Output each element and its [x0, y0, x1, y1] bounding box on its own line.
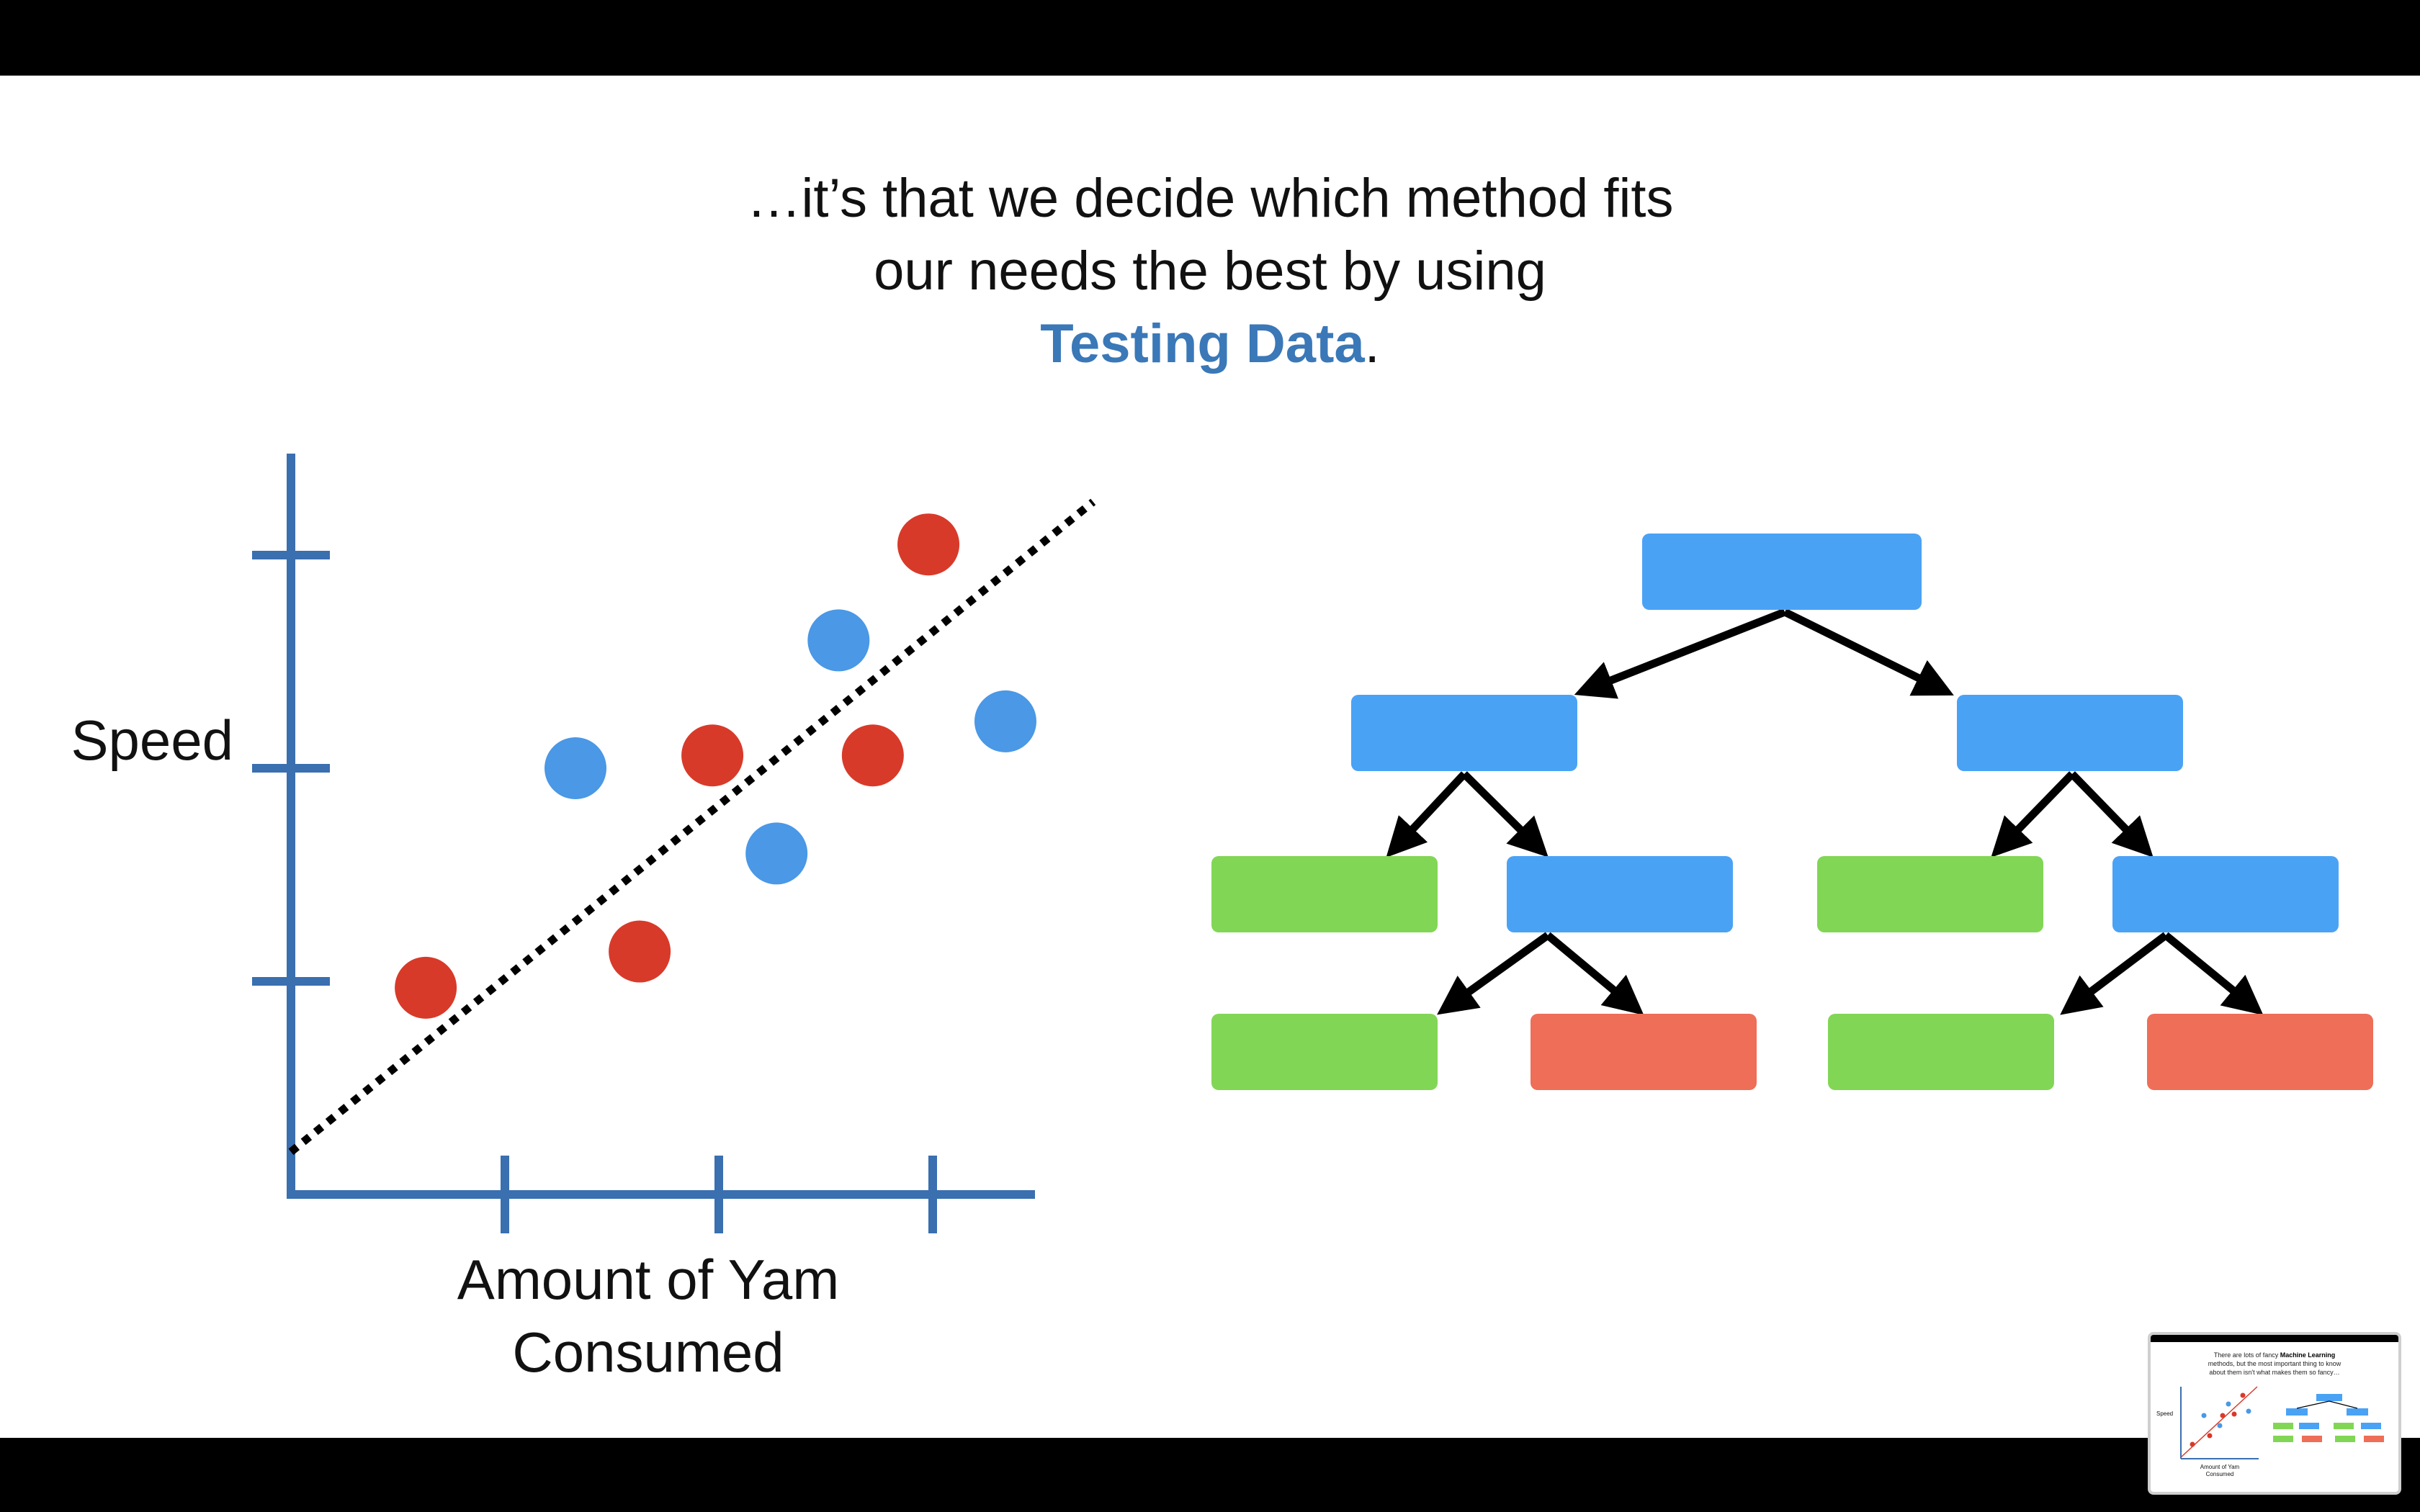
- tree-node-l3-b: [1531, 1014, 1757, 1090]
- slide-thumbnail-preview[interactable]: There are lots of fancy Machine Learning…: [2148, 1332, 2401, 1495]
- blue-data-point: [807, 609, 870, 672]
- scatter-plot: Speed Amount of Yam Consumed: [71, 454, 1096, 1384]
- x-axis-label-line-2: Consumed: [512, 1320, 784, 1384]
- tree-arrow: [1461, 771, 1549, 858]
- tree-node-l1-left: [1351, 695, 1577, 771]
- red-data-point: [841, 724, 904, 787]
- tree-node-l2-c: [1817, 856, 2043, 932]
- thumbnail-caption: There are lots of fancy Machine Learning…: [2151, 1351, 2398, 1377]
- tree-arrow: [2060, 932, 2169, 1015]
- tree-node-l3-a: [1211, 1014, 1438, 1090]
- thumbnail-figure: Speed Amount of Yam Consumed: [2156, 1386, 2384, 1477]
- caption-period: .: [1364, 313, 1380, 374]
- red-data-point: [897, 513, 960, 576]
- red-data-point: [681, 724, 744, 787]
- video-top-letterbox: [0, 0, 2420, 76]
- tree-node-l3-d: [2147, 1014, 2373, 1090]
- caption-line-1: …it’s that we decide which method fits: [746, 168, 1674, 229]
- svg-text:Speed: Speed: [2156, 1410, 2173, 1417]
- thumbnail-caption-line-1: There are lots of fancy: [2213, 1351, 2279, 1359]
- blue-data-point: [974, 690, 1036, 752]
- tree-arrow: [1783, 608, 1954, 696]
- decision-tree: [1211, 534, 2373, 1090]
- tree-arrow: [2163, 932, 2264, 1015]
- tree-arrow: [1574, 608, 1787, 699]
- figure-canvas: Speed Amount of Yam Consumed: [71, 454, 2373, 1384]
- caption-highlight: Testing Data: [1040, 313, 1365, 374]
- caption-line-2: our needs the best by using: [874, 240, 1546, 302]
- red-data-point: [609, 920, 671, 983]
- blue-data-point: [745, 822, 808, 885]
- fit-line: [288, 498, 1096, 1156]
- tree-arrow: [1437, 932, 1551, 1015]
- slide-caption: …it’s that we decide which method fits o…: [0, 162, 2420, 380]
- tree-arrow: [1386, 771, 1468, 858]
- svg-text:Consumed: Consumed: [2206, 1471, 2234, 1477]
- blue-data-point: [544, 737, 607, 799]
- tree-node-l2-b: [1507, 856, 1733, 932]
- x-axis-label-line-1: Amount of Yam: [457, 1248, 839, 1311]
- tree-node-l1-right: [1957, 695, 2183, 771]
- y-axis-label: Speed: [71, 708, 233, 772]
- tree-node-root: [1642, 534, 1922, 610]
- tree-node-l3-c: [1828, 1014, 2054, 1090]
- video-bottom-letterbox: [0, 1438, 2420, 1512]
- tree-arrow: [1991, 771, 2075, 858]
- svg-text:Amount of Yam: Amount of Yam: [2200, 1464, 2240, 1470]
- tree-arrow: [1545, 932, 1644, 1016]
- thumbnail-caption-bold: Machine Learning: [2280, 1351, 2336, 1359]
- caption-line-3: Testing Data.: [0, 307, 2420, 380]
- thumbnail-caption-line-2: methods, but the most important thing to…: [2208, 1360, 2341, 1367]
- red-data-point: [395, 956, 457, 1019]
- tree-node-l2-a: [1211, 856, 1438, 932]
- thumbnail-letterbox: [2151, 1335, 2398, 1342]
- thumbnail-caption-line-3: about them isn't what makes them so fanc…: [2209, 1369, 2340, 1376]
- tree-arrow: [2069, 771, 2154, 858]
- slide: …it’s that we decide which method fits o…: [0, 76, 2420, 1438]
- tree-node-l2-d: [2112, 856, 2339, 932]
